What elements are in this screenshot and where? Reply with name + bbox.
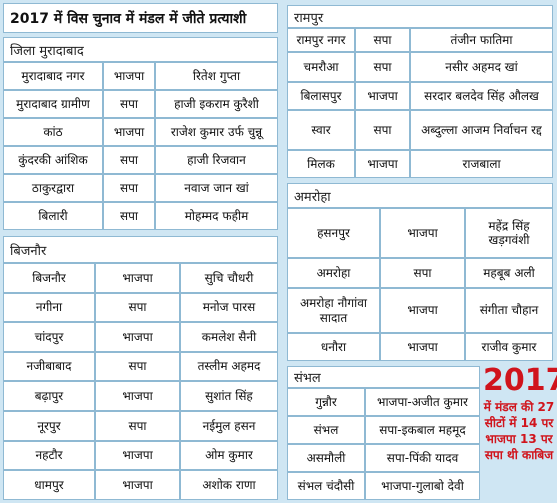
callout-text: में मंडल की 27 सीटों में 14 पर भाजपा 13 …	[483, 400, 555, 462]
table-cell: सपा	[103, 202, 155, 230]
table-cell: हाजी रिजवान	[155, 146, 278, 174]
table-cell: नूरपुर	[3, 411, 95, 441]
table-cell: भाजपा	[103, 62, 155, 90]
table-cell: सपा	[355, 110, 410, 150]
table-cell: भाजपा	[95, 470, 180, 500]
table-cell: तस्लीम अहमद	[180, 351, 278, 382]
table-cell: बिलारी	[3, 202, 103, 230]
table-cell: मोहम्मद फहीम	[155, 202, 278, 230]
table-cell: गुन्नौर	[287, 388, 365, 416]
table-cell: सपा	[380, 258, 465, 288]
table-cell: नवाज जान खां	[155, 174, 278, 202]
table-cell: रितेश गुप्ता	[155, 62, 278, 90]
table-cell: अमरोहा नौगांवा सादात	[287, 288, 380, 333]
table-cell: हसनपुर	[287, 208, 380, 258]
table-cell: ठाकुरद्वारा	[3, 174, 103, 202]
table-cell: राजबाला	[410, 150, 553, 178]
table-cell: महेंद्र सिंह खड़गवंशी	[465, 208, 553, 258]
table-cell: सपा-पिंकी यादव	[365, 444, 480, 472]
section-header: अमरोहा	[287, 183, 553, 208]
table-cell: सपा	[95, 351, 180, 382]
table-cell: भाजपा-अजीत कुमार	[365, 388, 480, 416]
table-cell: नगीना	[3, 292, 95, 323]
table-cell: भाजपा-गुलाबो देवी	[365, 472, 480, 500]
table-cell: अशोक राणा	[180, 470, 278, 500]
table-cell: सरदार बलदेव सिंह औलख	[410, 82, 553, 110]
table-cell: भाजपा	[380, 288, 465, 333]
table-cell: राजीव कुमार	[465, 333, 553, 361]
table-cell: चमरौआ	[287, 52, 355, 82]
table-cell: असमौली	[287, 444, 365, 472]
table-cell: स्वार	[287, 110, 355, 150]
table-cell: नईमुल हसन	[180, 411, 278, 441]
table-cell: नहटौर	[3, 440, 95, 471]
table-cell: भाजपा	[380, 208, 465, 258]
table-cell: संभल चंदौसी	[287, 472, 365, 500]
table-cell: भाजपा	[355, 150, 410, 178]
table-cell: सपा	[103, 174, 155, 202]
table-cell: कमलेश सैनी	[180, 322, 278, 352]
table-cell: महबूब अली	[465, 258, 553, 288]
table-cell: सुशांत सिंह	[180, 381, 278, 411]
table-cell: भाजपा	[355, 82, 410, 110]
table-cell: संगीता चौहान	[465, 288, 553, 333]
table-cell: कुंदरकी आंशिक	[3, 146, 103, 174]
section-header: संभल	[287, 366, 480, 388]
table-cell: भाजपा	[380, 333, 465, 361]
table-cell: बिजनौर	[3, 263, 95, 293]
table-cell: बिलासपुर	[287, 82, 355, 110]
table-cell: मुरादाबाद ग्रामीण	[3, 90, 103, 118]
table-cell: तंजीन फातिमा	[410, 28, 553, 52]
table-cell: राजेश कुमार उर्फ चुन्नू	[155, 118, 278, 146]
table-cell: सपा	[355, 52, 410, 82]
table-cell: भाजपा	[95, 440, 180, 471]
table-cell: सपा	[103, 90, 155, 118]
table-cell: मुरादाबाद नगर	[3, 62, 103, 90]
table-cell: भाजपा	[95, 322, 180, 352]
table-cell: मिलक	[287, 150, 355, 178]
table-cell: भाजपा	[95, 263, 180, 293]
section-header: रामपुर	[287, 5, 553, 28]
table-cell: भाजपा	[95, 381, 180, 411]
table-cell: बढ़ापुर	[3, 381, 95, 411]
table-cell: सुचि चौधरी	[180, 263, 278, 293]
section-header: जिला मुरादाबाद	[3, 37, 278, 62]
table-cell: सपा	[95, 411, 180, 441]
table-cell: ओम कुमार	[180, 440, 278, 471]
table-cell: सपा	[95, 292, 180, 323]
table-cell: सपा	[103, 146, 155, 174]
table-cell: अब्दुल्ला आजम निर्वाचन रद्द	[410, 110, 553, 150]
table-cell: हाजी इकराम कुरैशी	[155, 90, 278, 118]
table-cell: भाजपा	[103, 118, 155, 146]
table-cell: मनोज पारस	[180, 292, 278, 323]
table-cell: नसीर अहमद खां	[410, 52, 553, 82]
table-cell: धामपुर	[3, 470, 95, 500]
table-cell: चांदपुर	[3, 322, 95, 352]
section-header: बिजनौर	[3, 236, 278, 263]
table-cell: अमरोहा	[287, 258, 380, 288]
table-cell: सपा	[355, 28, 410, 52]
table-cell: संभल	[287, 416, 365, 444]
callout: 2017 में मंडल की 27 सीटों में 14 पर भाजप…	[483, 363, 557, 500]
table-cell: कांठ	[3, 118, 103, 146]
title: 2017 में विस चुनाव में मंडल में जीते प्र…	[3, 3, 278, 33]
callout-year: 2017	[483, 363, 557, 398]
table-cell: सपा-इकबाल महमूद	[365, 416, 480, 444]
table-cell: धनौरा	[287, 333, 380, 361]
table-cell: नजीबाबाद	[3, 351, 95, 382]
table-cell: रामपुर नगर	[287, 28, 355, 52]
